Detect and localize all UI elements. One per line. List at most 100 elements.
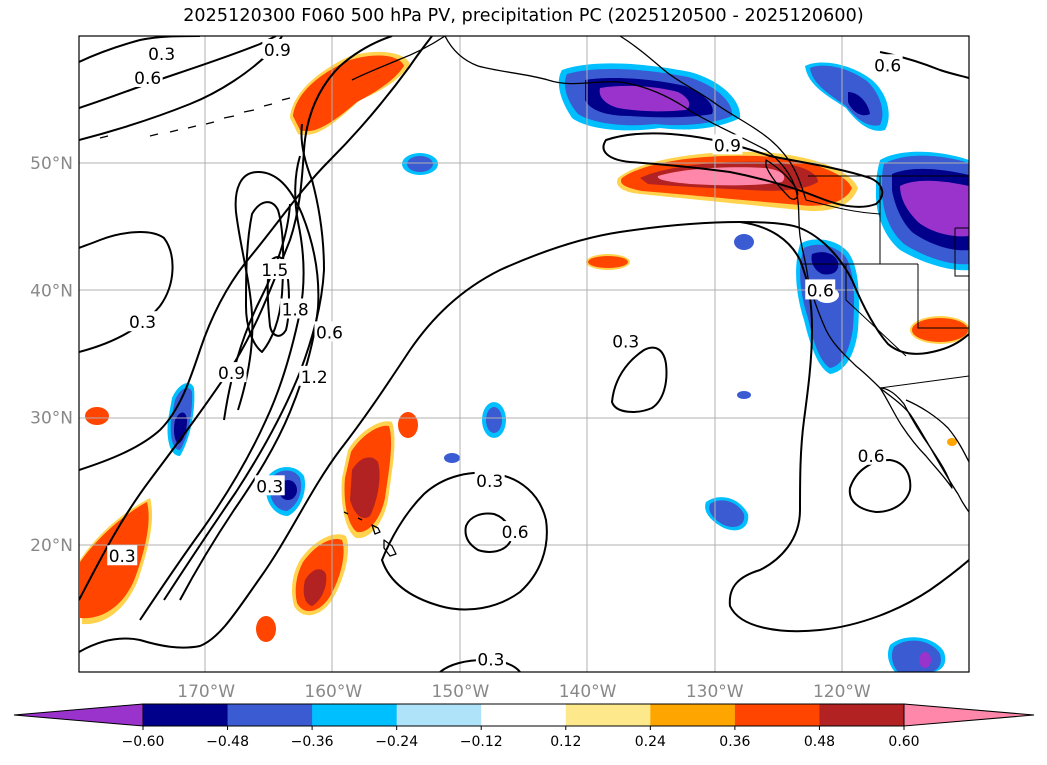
colorbar-label-4: −0.12	[460, 734, 503, 750]
lon-label-5: 120°W	[813, 682, 871, 702]
pv-contour-1.2-band	[163, 123, 325, 601]
nevada-border	[879, 214, 969, 329]
pv-label-8: 0.3	[129, 313, 156, 333]
pv-label-bg-6	[299, 365, 330, 386]
pv-label-bg-1	[132, 66, 163, 87]
lon-label-2: 150°W	[432, 682, 490, 702]
colorbar-segment-8	[819, 704, 905, 726]
pv-contour-labels: 0.3 0.6 0.9 1.5 1.8 0.9 1.2 0.6 0.3 0.3 0.3 0.3 0.6 0…	[107, 38, 903, 670]
pv-label-bg-18	[856, 444, 887, 465]
pv-label-0: 0.3	[148, 45, 175, 65]
california-nevada-border	[845, 264, 907, 357]
precip-blob-aleutian-positive	[290, 51, 410, 136]
pv-label-5: 0.9	[218, 364, 245, 384]
latitude-labels: 20°N 30°N 40°N 50°N	[30, 154, 73, 556]
mexico-coast	[905, 399, 969, 463]
pv-label-bg-13	[475, 648, 506, 669]
pv-label-15: 0.9	[714, 136, 741, 156]
pv-contour-1.5	[245, 201, 285, 353]
pv-contour-0.9-east	[223, 203, 291, 421]
pv-label-bg-15	[712, 134, 743, 155]
pv-label-bg-9	[254, 475, 285, 496]
pv-label-bg-7	[314, 321, 345, 342]
lat-label-1: 30°N	[30, 409, 73, 429]
pv-label-bg-2	[262, 38, 293, 59]
pv-label-3: 1.5	[261, 261, 288, 281]
lon-label-3: 140°W	[559, 682, 617, 702]
pv-label-11: 0.3	[476, 472, 503, 492]
pv-contour-0.9-northeast	[602, 132, 884, 208]
pv-contour-0.3-mid	[611, 346, 668, 413]
pv-label-bg-4	[280, 298, 311, 319]
precip-blob-hawaii-positive	[256, 412, 418, 642]
colorbar-label-3: −0.24	[375, 734, 418, 750]
pv-label-10: 0.3	[109, 547, 136, 567]
pv-contour-0.9-band	[139, 155, 305, 621]
longitude-labels: 170°W 160°W 150°W 140°W 130°W 120°W	[177, 682, 871, 702]
pv-label-bg-3	[259, 259, 290, 280]
pv-label-2: 0.9	[264, 41, 291, 61]
pv-label-16: 0.6	[807, 281, 834, 301]
pv-label-bg-0	[146, 42, 177, 63]
map-frame	[78, 35, 970, 673]
vancouver-island	[765, 159, 799, 200]
colorbar-label-0: −0.60	[122, 734, 165, 750]
pv-contour-0.6-eastern	[799, 227, 969, 355]
pv-contour-0.6-hawaii	[464, 512, 512, 553]
pv-label-bg-14	[610, 330, 641, 351]
pv-label-4: 1.8	[282, 300, 309, 320]
political-borders	[800, 175, 969, 389]
colorbar-label-9: 0.60	[888, 734, 919, 750]
pv-contour-0.3-hawaii	[381, 471, 548, 611]
colorbar-segment-4	[481, 704, 567, 726]
colorbar-segment-5	[565, 704, 651, 726]
pv-label-18: 0.6	[858, 447, 885, 467]
colorbar-label-5: 0.12	[550, 734, 581, 750]
colorbar-segment-7	[734, 704, 820, 726]
lat-label-0: 20°N	[30, 536, 73, 556]
pv-label-14: 0.3	[612, 332, 639, 352]
idaho-border	[879, 176, 969, 277]
map-area: 0.3 0.6 0.9 1.5 1.8 0.9 1.2 0.6 0.3 0.3 0.3 0.3 0.6 0…	[79, 36, 969, 672]
pv-contour-0.6-inner-west	[179, 171, 320, 601]
pv-label-bg-16	[805, 279, 836, 300]
pv-label-7: 0.6	[316, 323, 343, 343]
pv-contour-outer-large	[79, 221, 801, 653]
colorbar-segment-0	[143, 704, 229, 726]
pv-label-bg-5	[216, 362, 247, 383]
pv-label-bg-11	[474, 470, 505, 491]
lat-label-3: 50°N	[30, 154, 73, 174]
chart-title: 2025120300 F060 500 hPa PV, precipitatio…	[183, 6, 864, 26]
colorbar-label-6: 0.24	[635, 734, 666, 750]
colorbar: −0.60 −0.48 −0.36 −0.24 −0.12 0.12 0.24 0.36 0.4…	[13, 703, 1035, 750]
oregon-washington-border	[805, 199, 881, 215]
colorbar-extend-min	[13, 703, 144, 727]
hawaii-islands	[343, 511, 397, 557]
pv-label-9: 0.3	[256, 477, 283, 497]
pv-label-12: 0.6	[502, 523, 529, 543]
precip-blob-mid-pacific	[402, 153, 969, 672]
pv-label-6: 1.2	[301, 368, 328, 388]
pv-label-bg-8	[127, 311, 158, 332]
pv-label-1: 0.6	[134, 69, 161, 89]
lon-label-0: 170°W	[177, 682, 235, 702]
pv-label-bg-12	[500, 521, 531, 542]
colorbar-segment-6	[650, 704, 736, 726]
precip-blob-rockies-negative	[875, 151, 969, 271]
colorbar-segment-1	[227, 704, 313, 726]
colorbar-extend-max	[903, 703, 1035, 727]
colorbar-label-2: −0.36	[291, 734, 334, 750]
pv-label-13: 0.3	[477, 650, 504, 670]
pv-label-bg-17	[872, 54, 903, 75]
baja-peninsula	[879, 387, 953, 489]
pv-label-bg-10	[107, 545, 138, 566]
aleutian-islands	[99, 97, 291, 139]
us-mexico-border	[879, 375, 969, 389]
colorbar-label-8: 0.48	[804, 734, 835, 750]
colorbar-segment-3	[396, 704, 482, 726]
lon-label-1: 160°W	[304, 682, 362, 702]
lat-label-2: 40°N	[30, 281, 73, 301]
pv-label-17: 0.6	[874, 56, 901, 76]
colorbar-frame	[142, 703, 905, 727]
